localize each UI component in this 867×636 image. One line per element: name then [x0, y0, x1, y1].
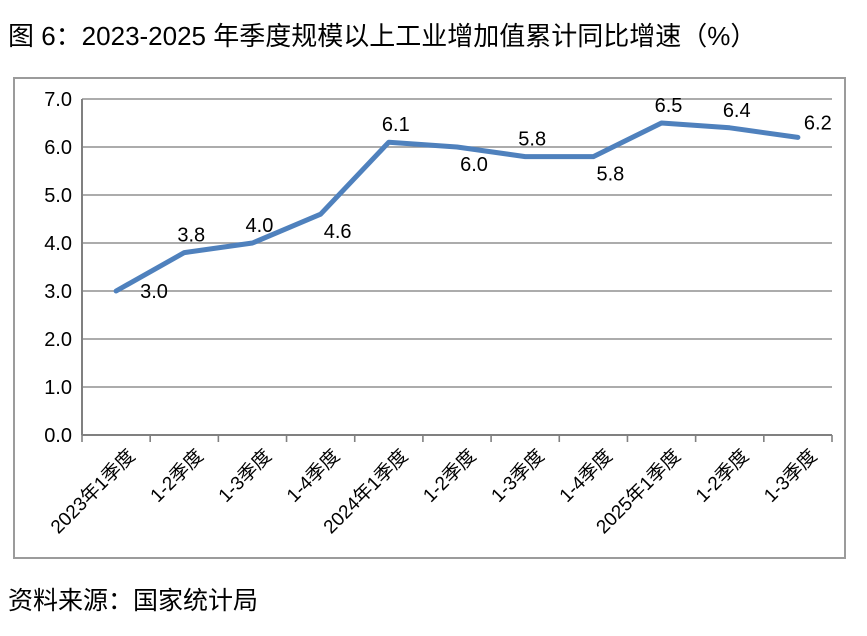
- y-tick-label: 3.0: [44, 281, 72, 303]
- x-category-label: 1-2季度: [691, 445, 753, 507]
- data-label: 6.1: [382, 114, 410, 136]
- y-tick-label: 0.0: [44, 425, 72, 447]
- x-category-label: 1-4季度: [282, 445, 344, 507]
- x-category-label: 1-3季度: [760, 445, 822, 507]
- y-tick-label: 1.0: [44, 377, 72, 399]
- data-label: 6.5: [655, 95, 683, 117]
- chart-title: 图 6：2023-2025 年季度规模以上工业增加值累计同比增速（%）: [8, 21, 757, 51]
- x-category-label: 1-2季度: [419, 445, 481, 507]
- x-category-label: 1-4季度: [555, 445, 617, 507]
- y-tick-label: 4.0: [44, 233, 72, 255]
- data-label: 6.0: [460, 154, 488, 176]
- y-tick-label: 6.0: [44, 137, 72, 159]
- data-series-line: [113, 120, 801, 294]
- x-category-label: 1-3季度: [214, 445, 276, 507]
- y-tick-label: 7.0: [44, 89, 72, 111]
- data-label: 5.8: [518, 129, 546, 151]
- x-category-label: 1-3季度: [487, 445, 549, 507]
- chart-area: 0.0 1.0 2.0 3.0 4.0 5.0 6.0 7.0 2023年1季度 1-2季度 1-3…: [13, 77, 846, 559]
- source-note: 资料来源：国家统计局: [8, 587, 259, 615]
- data-label: 4.0: [246, 215, 274, 237]
- data-label: 6.4: [723, 100, 751, 122]
- x-category-label: 1-2季度: [146, 445, 208, 507]
- y-tick-label: 2.0: [44, 329, 72, 351]
- data-label: 3.0: [140, 281, 168, 303]
- y-tick-label: 5.0: [44, 185, 72, 207]
- data-label: 6.2: [804, 112, 832, 134]
- data-label: 5.8: [596, 164, 624, 186]
- data-label: 3.8: [177, 225, 205, 247]
- x-category-label: 2023年1季度: [46, 445, 139, 538]
- data-label: 4.6: [324, 221, 352, 243]
